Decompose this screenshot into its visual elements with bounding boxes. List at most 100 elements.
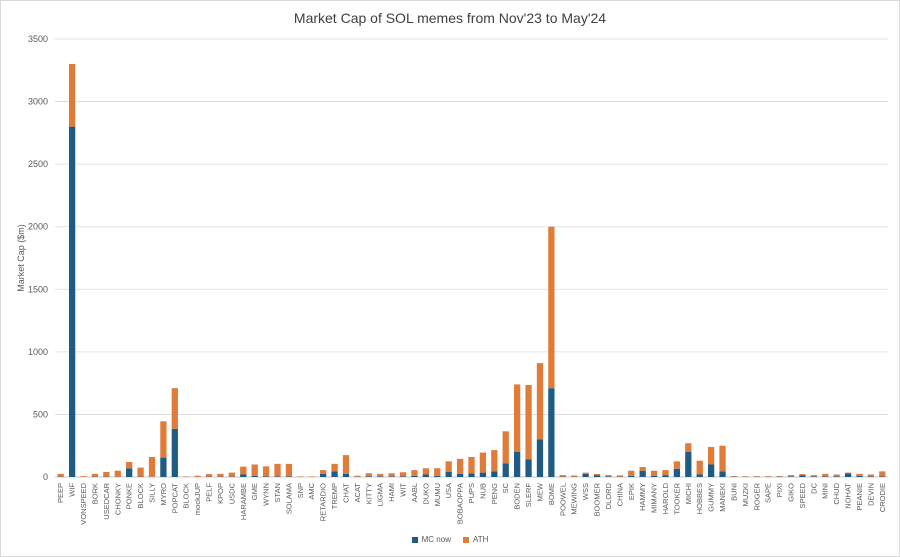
- bar-ath: [799, 474, 806, 476]
- x-tick-label: VONSPEED: [79, 482, 88, 524]
- bar-ath: [57, 473, 64, 477]
- x-tick-label: MEWING: [570, 483, 579, 515]
- legend-label: ATH: [472, 535, 489, 544]
- x-tick-label: BUNI: [729, 483, 738, 501]
- bar-mc-now: [707, 464, 715, 477]
- x-tick-label: MANEKI: [718, 483, 727, 512]
- x-tick-label: ROGER: [752, 482, 761, 510]
- bar-ath: [707, 446, 715, 465]
- x-tick-label: MICHI: [684, 483, 693, 504]
- bar-ath: [240, 466, 247, 475]
- x-tick-label: HAMI: [387, 483, 396, 502]
- bar-mc-now: [399, 476, 407, 477]
- x-tick-label: CHINA: [615, 483, 624, 506]
- bar-ath: [742, 476, 749, 477]
- bar-mc-now: [240, 474, 247, 477]
- x-tick-label: GME: [250, 483, 259, 500]
- y-tick-label: 1000: [28, 347, 48, 357]
- bar-mc-now: [502, 463, 509, 477]
- x-tick-label: PEANIE: [855, 483, 864, 511]
- bar-mc-now: [262, 476, 270, 477]
- bar-ath: [787, 475, 795, 477]
- x-tick-label: USA: [444, 483, 453, 498]
- x-tick-label: DC: [809, 482, 818, 493]
- bar-mc-now: [126, 468, 133, 477]
- bar-ath: [822, 473, 829, 477]
- bar-mc-now: [822, 476, 829, 477]
- x-tick-label: SNP: [296, 483, 305, 498]
- x-tick-label: LIGMA: [376, 483, 385, 506]
- x-tick-label: TOOKER: [672, 482, 681, 514]
- bar-ath: [628, 470, 635, 476]
- bar-ath: [456, 458, 464, 474]
- bar-mc-now: [810, 476, 817, 477]
- bar-mc-now: [582, 473, 589, 477]
- bar-mc-now: [388, 476, 395, 477]
- bar-mc-now: [719, 471, 726, 477]
- y-tick-label: 2000: [28, 222, 48, 232]
- x-tick-label: USEDCAR: [102, 482, 111, 519]
- bar-mc-now: [342, 473, 350, 477]
- legend-item: MC now: [411, 535, 451, 544]
- bar-mc-now: [787, 476, 795, 477]
- bar-mc-now: [331, 471, 338, 477]
- bar-ath: [765, 476, 772, 477]
- x-tick-label: BLOCK: [136, 483, 145, 508]
- bar-mc-now: [456, 473, 464, 477]
- y-tick-labels: 0 500 1000 1500 2000 2500 3000 3500: [28, 34, 48, 482]
- y-tick-label: 3000: [28, 97, 48, 107]
- bar-ath: [103, 471, 110, 477]
- bar-ath: [593, 473, 601, 476]
- x-tick-label: PONKE: [125, 483, 134, 509]
- x-tick-label: SAPE: [764, 483, 773, 503]
- bar-mc-now: [696, 474, 703, 477]
- x-tick-label: EPIK: [627, 483, 636, 500]
- x-tick-label: MINI: [821, 483, 830, 499]
- bar-ath: [662, 470, 669, 476]
- bar-mc-now: [160, 457, 167, 477]
- bar-ath: [251, 464, 258, 476]
- bar-mc-now: [867, 476, 875, 477]
- x-tick-label: HOBBES: [695, 483, 704, 514]
- bar-ath: [639, 466, 646, 471]
- x-tick-label: HARAMBE: [239, 483, 248, 520]
- bar-ath: [148, 456, 156, 477]
- bar-ath: [183, 476, 190, 477]
- bar-mc-now: [320, 473, 327, 477]
- bar-mc-now: [285, 476, 293, 477]
- bar-mc-now: [605, 476, 612, 477]
- bar-ath: [810, 475, 817, 477]
- bar-ath: [285, 463, 293, 477]
- bar-ath: [297, 476, 304, 477]
- bar-ath: [571, 475, 578, 477]
- bar-mc-now: [365, 476, 372, 477]
- x-tick-label: CHONKY: [113, 483, 122, 515]
- x-tick-label: MEW: [535, 482, 544, 501]
- bar-mc-now: [479, 472, 487, 477]
- x-tick-label: RETARDIO: [319, 483, 328, 521]
- bar-ath: [342, 455, 350, 474]
- bar-ath: [331, 463, 338, 472]
- bar-ath: [730, 476, 738, 477]
- x-tick-label: BLOCK: [182, 483, 191, 508]
- bar-mc-now: [593, 475, 601, 477]
- bar-ath: [262, 466, 270, 477]
- x-tick-label: ACAT: [353, 483, 362, 503]
- legend: MC now ATH: [0, 535, 900, 544]
- bar-ath: [753, 476, 760, 477]
- bars: [57, 64, 886, 477]
- x-tick-label: PEEP: [56, 483, 65, 503]
- bar-ath: [194, 475, 201, 477]
- bar-ath: [776, 476, 783, 477]
- bar-mc-now: [673, 468, 681, 477]
- x-tick-label: STAN: [273, 483, 282, 502]
- bar-ath: [228, 472, 236, 477]
- bar-ath: [68, 64, 76, 127]
- bar-ath: [126, 461, 133, 469]
- x-tick-label: PUPS: [467, 483, 476, 503]
- x-tick-label: WIT: [399, 483, 408, 497]
- y-tick-label: 1500: [28, 284, 48, 294]
- bar-mc-now: [434, 475, 441, 477]
- bar-ath: [274, 463, 281, 477]
- bar-mc-now: [844, 473, 852, 477]
